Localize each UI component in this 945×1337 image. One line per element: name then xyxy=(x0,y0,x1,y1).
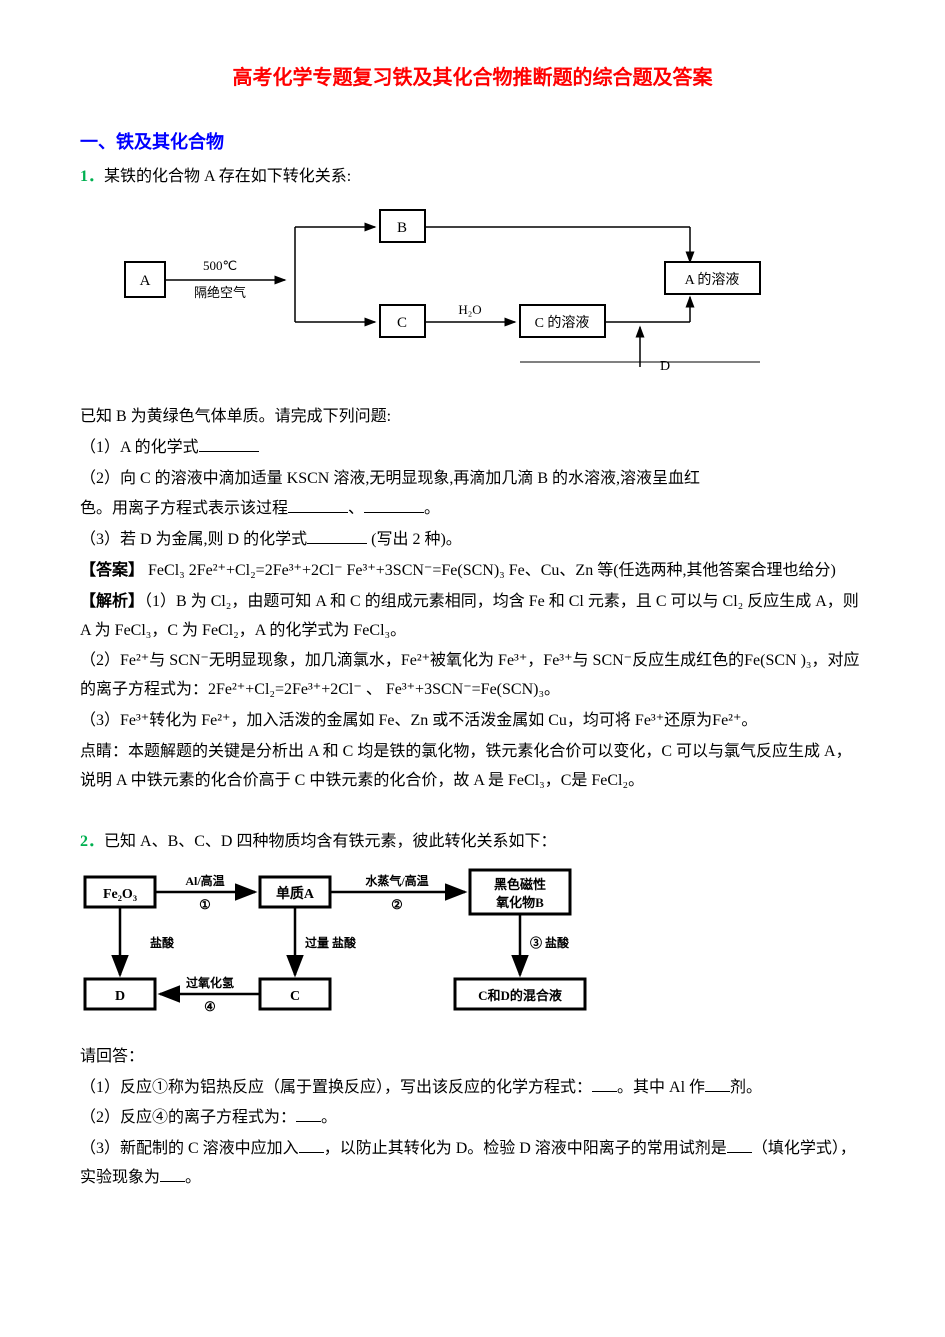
svg-text:①: ① xyxy=(199,897,211,912)
svg-text:H₂O: H₂O xyxy=(458,302,481,317)
q2-part1: （1）反应①称为铝热反应（属于置换反应），写出该反应的化学方程式：。其中 Al … xyxy=(80,1074,865,1103)
svg-text:D: D xyxy=(660,359,670,374)
svg-text:500℃: 500℃ xyxy=(203,258,237,273)
svg-text:C和D的混合液: C和D的混合液 xyxy=(478,988,562,1003)
q1-diagram-svg: A 500℃ 隔绝空气 B C H₂O C 的溶液 A 的溶液 D xyxy=(120,202,840,382)
svg-text:C 的溶液: C 的溶液 xyxy=(535,315,590,331)
q1-explain2: （2）Fe²⁺与 SCN⁻无明显现象，加几滴氯水，Fe²⁺被氧化为 Fe³⁺，F… xyxy=(80,647,865,705)
svg-text:B: B xyxy=(397,220,407,236)
section-header: 一、铁及其化合物 xyxy=(80,126,865,158)
q1-intro-text: 某铁的化合物 A 存在如下转化关系: xyxy=(104,168,351,185)
svg-text:氧化物B: 氧化物B xyxy=(495,895,544,910)
svg-text:C: C xyxy=(290,989,300,1004)
svg-text:③ 盐酸: ③ 盐酸 xyxy=(530,935,570,950)
q1-answer: 【答案】 FeCl₃ 2Fe²⁺+Cl₂=2Fe³⁺+2Cl⁻ Fe³⁺+3SC… xyxy=(80,557,865,586)
svg-text:单质A: 单质A xyxy=(276,885,315,902)
q2-intro: 2．已知 A、B、C、D 四种物质均含有铁元素，彼此转化关系如下： xyxy=(80,828,865,857)
svg-text:过氧化氢: 过氧化氢 xyxy=(186,975,234,990)
q1-explain3: （3）Fe³⁺转化为 Fe²⁺，加入活泼的金属如 Fe、Zn 或不活泼金属如 C… xyxy=(80,707,865,736)
page-title: 高考化学专题复习铁及其化合物推断题的综合题及答案 xyxy=(80,60,865,96)
q1-note: 点睛：本题解题的关键是分析出 A 和 C 均是铁的氯化物，铁元素化合价可以变化，… xyxy=(80,738,865,796)
svg-text:隔绝空气: 隔绝空气 xyxy=(194,285,246,300)
answer-label: 【答案】 xyxy=(80,562,144,579)
svg-text:②: ② xyxy=(391,897,403,912)
svg-text:A 的溶液: A 的溶液 xyxy=(685,272,740,288)
q1-part3: （3）若 D 为金属,则 D 的化学式 (写出 2 种)。 xyxy=(80,526,865,555)
q2-part2: （2）反应④的离子方程式为：。 xyxy=(80,1104,865,1133)
q2-part3: （3）新配制的 C 溶液中应加入，以防止其转化为 D。检验 D 溶液中阳离子的常… xyxy=(80,1135,865,1193)
q1-part1: （1）A 的化学式 xyxy=(80,434,865,463)
svg-text:④: ④ xyxy=(204,999,216,1014)
svg-text:黑色磁性: 黑色磁性 xyxy=(494,877,546,892)
svg-text:C: C xyxy=(397,315,407,331)
q2-diagram: Fe₂O₃ Al/高温 ① 单质A 水蒸气/高温 ② 黑色磁性 氧化物B 盐酸 … xyxy=(80,867,865,1033)
q1-diagram: A 500℃ 隔绝空气 B C H₂O C 的溶液 A 的溶液 D xyxy=(120,202,865,393)
q2-intro-text: 已知 A、B、C、D 四种物质均含有铁元素，彼此转化关系如下： xyxy=(104,833,556,850)
q1-known: 已知 B 为黄绿色气体单质。请完成下列问题: xyxy=(80,403,865,432)
svg-text:A: A xyxy=(140,273,151,289)
q2-diagram-svg: Fe₂O₃ Al/高温 ① 单质A 水蒸气/高温 ② 黑色磁性 氧化物B 盐酸 … xyxy=(80,867,720,1022)
svg-text:过量 盐酸: 过量 盐酸 xyxy=(305,935,357,950)
q1-answer-text: FeCl₃ 2Fe²⁺+Cl₂=2Fe³⁺+2Cl⁻ Fe³⁺+3SCN⁻=Fe… xyxy=(144,562,836,579)
q1-number: 1． xyxy=(80,168,104,185)
svg-text:Al/高温: Al/高温 xyxy=(185,873,224,888)
svg-text:盐酸: 盐酸 xyxy=(150,935,175,950)
q1-explain-label: 【解析】（1）B 为 Cl₂，由题可知 A 和 C 的组成元素相同，均含 Fe … xyxy=(80,588,865,646)
q2-number: 2． xyxy=(80,833,104,850)
svg-text:D: D xyxy=(115,989,125,1004)
q1-part2: （2）向 C 的溶液中滴加适量 KSCN 溶液,无明显现象,再滴加几滴 B 的水… xyxy=(80,465,865,494)
q2-ask: 请回答： xyxy=(80,1043,865,1072)
svg-text:Fe₂O₃: Fe₂O₃ xyxy=(103,887,137,902)
q1-part2b: 色。用离子方程式表示该过程、。 xyxy=(80,495,865,524)
q1-intro: 1．某铁的化合物 A 存在如下转化关系: xyxy=(80,163,865,192)
svg-text:水蒸气/高温: 水蒸气/高温 xyxy=(365,873,428,888)
